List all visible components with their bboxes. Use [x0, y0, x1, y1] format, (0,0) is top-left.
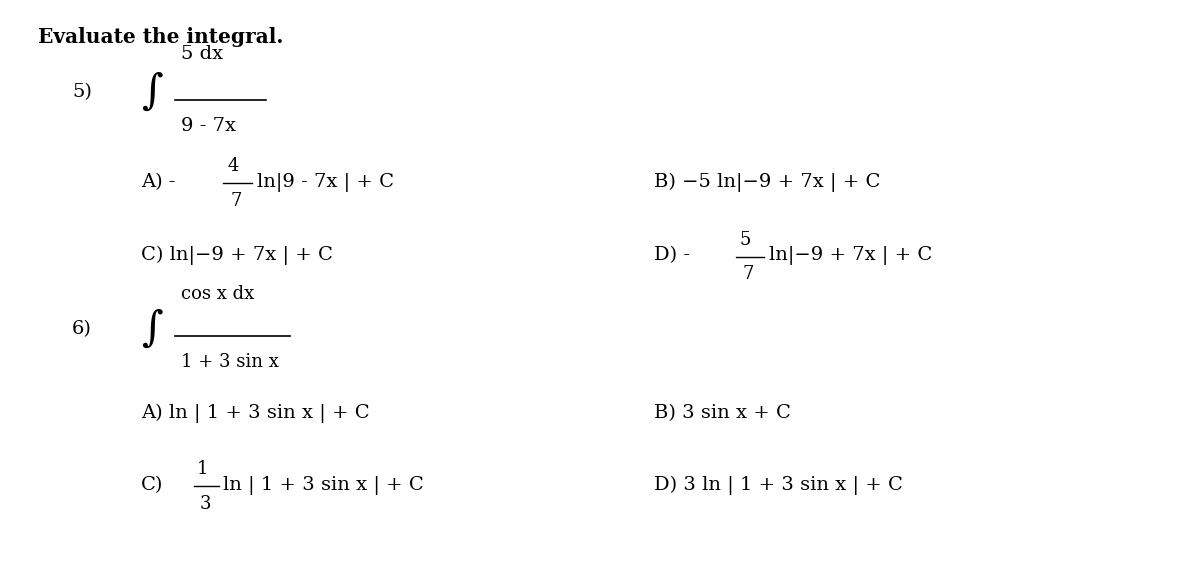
Text: D) 3 ln | 1 + 3 sin x | + C: D) 3 ln | 1 + 3 sin x | + C	[654, 476, 902, 495]
Text: 5 dx: 5 dx	[180, 45, 223, 64]
Text: cos x dx: cos x dx	[180, 285, 253, 304]
Text: A) -: A) -	[142, 173, 175, 191]
Text: ∫: ∫	[142, 70, 163, 113]
Text: C): C)	[142, 476, 163, 494]
Text: D) -: D) -	[654, 246, 690, 265]
Text: ∫: ∫	[142, 308, 163, 350]
Text: 1: 1	[197, 461, 209, 478]
Text: B) −5 ln|−9 + 7x | + C: B) −5 ln|−9 + 7x | + C	[654, 172, 880, 191]
Text: 3: 3	[199, 495, 211, 513]
Text: C) ln|−9 + 7x | + C: C) ln|−9 + 7x | + C	[142, 246, 334, 265]
Text: ln|9 - 7x | + C: ln|9 - 7x | + C	[257, 172, 394, 191]
Text: B) 3 sin x + C: B) 3 sin x + C	[654, 405, 791, 422]
Text: 9 - 7x: 9 - 7x	[180, 117, 235, 135]
Text: ln|−9 + 7x | + C: ln|−9 + 7x | + C	[769, 246, 932, 265]
Text: Evaluate the integral.: Evaluate the integral.	[37, 27, 283, 47]
Text: 1 + 3 sin x: 1 + 3 sin x	[180, 353, 278, 371]
Text: ln | 1 + 3 sin x | + C: ln | 1 + 3 sin x | + C	[223, 476, 424, 494]
Text: 4: 4	[227, 157, 239, 175]
Text: 6): 6)	[72, 320, 92, 338]
Text: 5): 5)	[72, 83, 92, 101]
Text: 5: 5	[739, 231, 751, 249]
Text: 7: 7	[743, 265, 755, 283]
Text: 7: 7	[230, 192, 242, 210]
Text: A) ln | 1 + 3 sin x | + C: A) ln | 1 + 3 sin x | + C	[142, 404, 370, 423]
